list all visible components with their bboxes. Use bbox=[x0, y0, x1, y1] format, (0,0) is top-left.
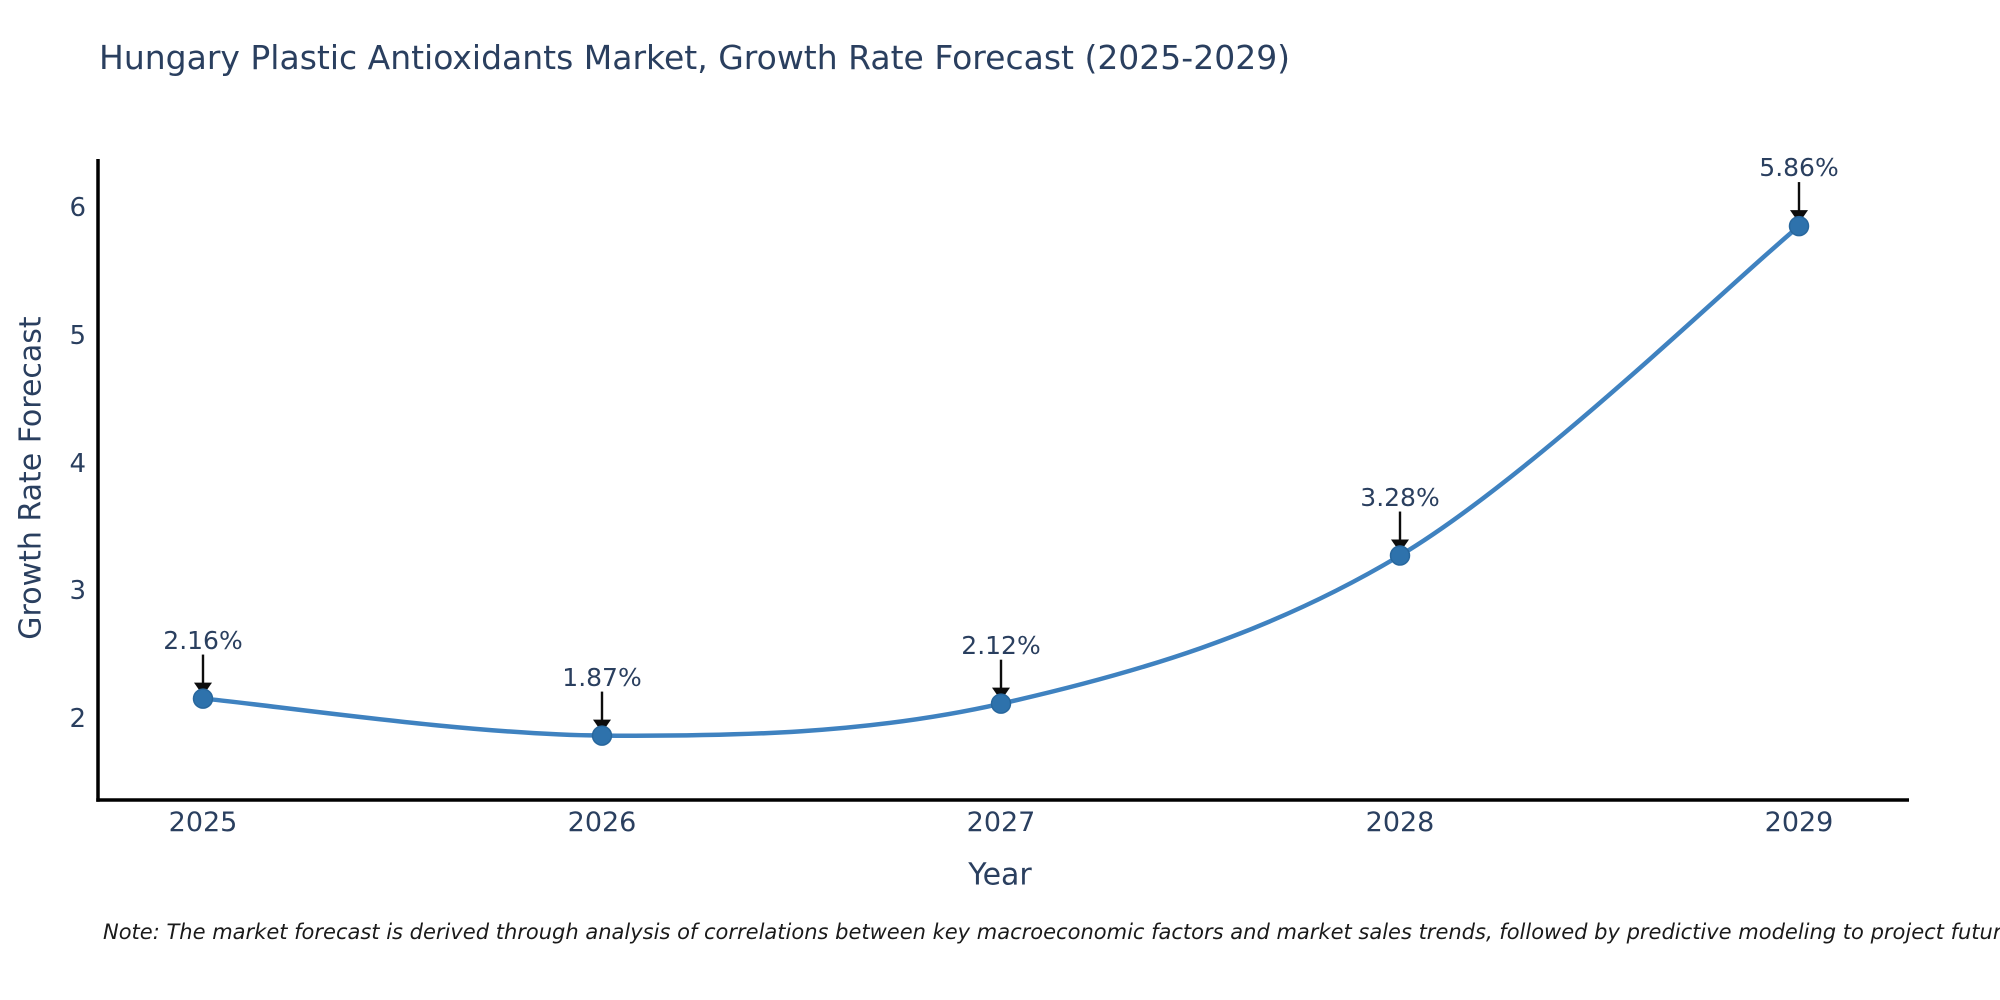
y-tick-label: 4 bbox=[69, 448, 86, 479]
footnote: Note: The market forecast is derived thr… bbox=[103, 920, 2000, 944]
x-tick-label: 2026 bbox=[567, 807, 637, 838]
data-point-value-label: 2.16% bbox=[163, 625, 243, 655]
data-point-marker bbox=[1389, 545, 1411, 566]
data-point-marker bbox=[192, 688, 214, 709]
chart-title: Hungary Plastic Antioxidants Market, Gro… bbox=[99, 38, 1291, 77]
data-point-value-label: 5.86% bbox=[1759, 153, 1839, 183]
y-tick-label: 6 bbox=[69, 193, 86, 224]
data-point-marker bbox=[1788, 215, 1810, 237]
x-tick-label: 2029 bbox=[1764, 807, 1834, 838]
data-point-value-label: 3.28% bbox=[1360, 482, 1440, 512]
y-tick-label: 5 bbox=[69, 320, 86, 351]
data-point-value-label: 2.12% bbox=[961, 630, 1041, 660]
x-tick-label: 2027 bbox=[966, 807, 1036, 838]
data-point-marker bbox=[990, 693, 1012, 714]
y-tick-label: 2 bbox=[69, 704, 86, 734]
y-tick-label: 3 bbox=[69, 576, 86, 607]
x-tick-label: 2028 bbox=[1365, 807, 1435, 838]
data-point-value-label: 1.87% bbox=[562, 662, 642, 692]
x-axis-title: Year bbox=[968, 857, 1032, 893]
x-tick-label: 2025 bbox=[168, 807, 238, 838]
data-point-marker bbox=[591, 725, 613, 746]
